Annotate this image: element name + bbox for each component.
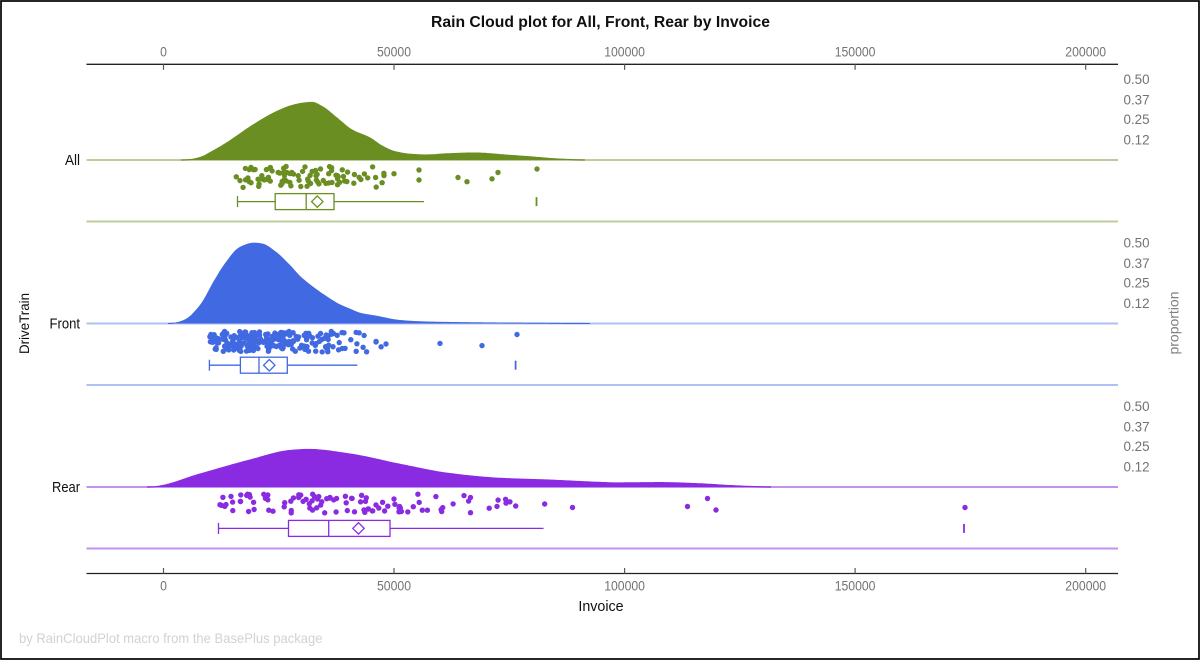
svg-text:Invoice: Invoice: [578, 599, 623, 615]
svg-text:0.37: 0.37: [1124, 256, 1150, 271]
svg-text:0.50: 0.50: [1124, 399, 1150, 414]
svg-text:0.50: 0.50: [1124, 72, 1150, 87]
svg-text:proportion: proportion: [1165, 292, 1181, 355]
svg-text:50000: 50000: [377, 45, 411, 60]
svg-text:Front: Front: [50, 316, 81, 332]
svg-text:0.12: 0.12: [1124, 296, 1150, 311]
svg-text:All: All: [65, 153, 80, 169]
svg-text:0.12: 0.12: [1124, 133, 1150, 148]
svg-text:Rain Cloud plot for All, Front: Rain Cloud plot for All, Front, Rear by …: [431, 14, 770, 31]
svg-text:0.12: 0.12: [1124, 460, 1150, 475]
svg-text:0: 0: [160, 579, 167, 594]
svg-text:Rear: Rear: [52, 480, 80, 496]
svg-text:0.37: 0.37: [1124, 93, 1150, 108]
svg-text:0.37: 0.37: [1124, 420, 1150, 435]
svg-text:0.25: 0.25: [1124, 275, 1150, 290]
svg-text:0: 0: [160, 45, 167, 60]
svg-text:150000: 150000: [835, 579, 876, 594]
svg-text:200000: 200000: [1065, 45, 1106, 60]
svg-text:DriveTrain: DriveTrain: [16, 293, 32, 354]
svg-text:150000: 150000: [835, 45, 876, 60]
svg-text:0.50: 0.50: [1124, 235, 1150, 250]
svg-text:0.25: 0.25: [1124, 112, 1150, 127]
svg-text:0.25: 0.25: [1124, 439, 1150, 454]
svg-text:by RainCloudPlot macro from th: by RainCloudPlot macro from the BasePlus…: [19, 630, 323, 646]
svg-text:100000: 100000: [604, 579, 645, 594]
svg-text:200000: 200000: [1065, 579, 1106, 594]
svg-text:100000: 100000: [604, 45, 645, 60]
svg-text:50000: 50000: [377, 579, 411, 594]
